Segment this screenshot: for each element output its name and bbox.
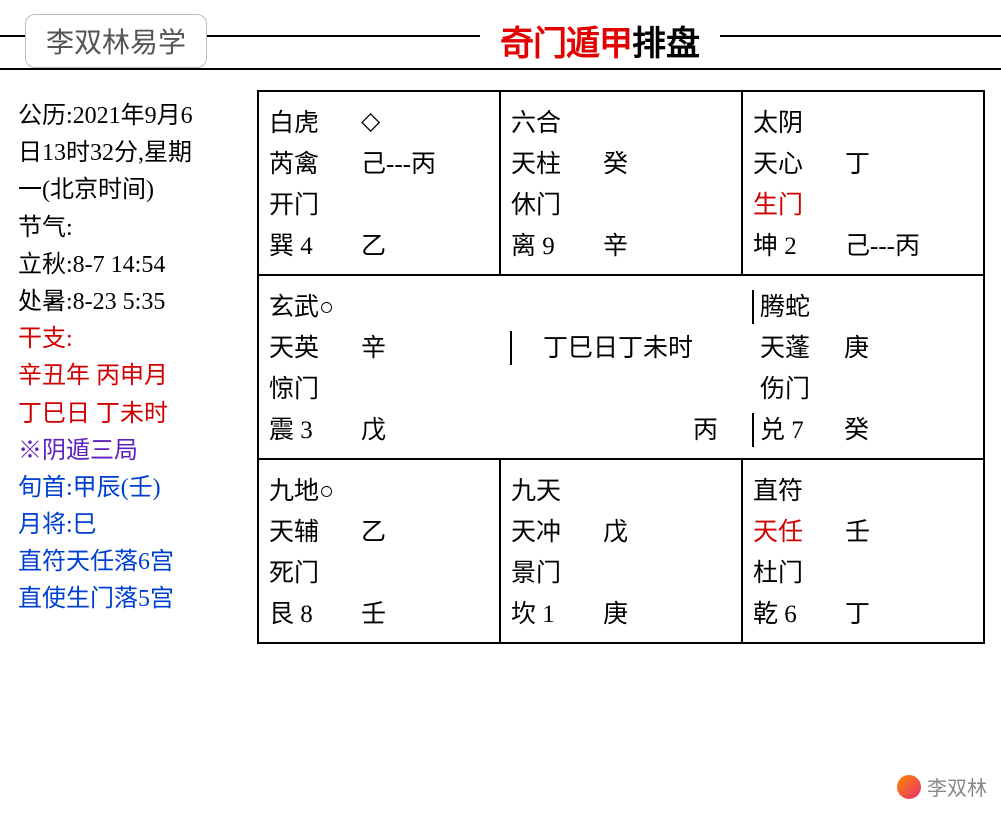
gate: 惊门 bbox=[269, 369, 361, 405]
palace-label: 艮 8 bbox=[269, 594, 361, 630]
palace-kan: 九天 天冲戊 景门 坎 1庚 bbox=[501, 460, 741, 642]
heaven-stem: 庚 bbox=[844, 328, 974, 364]
earth-stem: 庚 bbox=[603, 594, 733, 630]
earth-stem: 辛 bbox=[603, 226, 733, 262]
page-title: 奇门遁甲排盘 bbox=[480, 16, 720, 65]
god: 玄武○ bbox=[269, 287, 361, 323]
author-badge: 李双林易学 bbox=[25, 14, 207, 68]
god: 九地○ bbox=[269, 471, 361, 507]
ganzhi-year-month: 辛丑年 丙申月 bbox=[18, 358, 253, 395]
palace-dui: 腾蛇 天蓬庚 伤门 兑 7癸 bbox=[742, 276, 983, 458]
palace-label: 巽 4 bbox=[269, 226, 361, 262]
god: 腾蛇 bbox=[760, 287, 844, 323]
earth-stem: 癸 bbox=[844, 410, 974, 446]
info-sidebar: 公历:2021年9月6 日13时32分,星期 一(北京时间) 节气: 立秋:8-… bbox=[18, 90, 253, 644]
star: 天冲 bbox=[511, 512, 603, 548]
palace-center: 丁巳日丁未时 丙 bbox=[500, 276, 742, 458]
palace-label: 离 9 bbox=[511, 226, 603, 262]
palace-label: 兑 7 bbox=[760, 410, 844, 446]
heaven-stem: 壬 bbox=[845, 512, 975, 548]
star: 天英 bbox=[269, 328, 361, 364]
title-red-part: 奇门遁甲 bbox=[500, 25, 632, 63]
chushu-line: 处暑:8-23 5:35 bbox=[18, 284, 253, 321]
heaven-stem: 丁 bbox=[845, 144, 975, 180]
gate: 伤门 bbox=[760, 369, 844, 405]
ganzhi-label: 干支: bbox=[18, 321, 253, 358]
jieqi-label: 节气: bbox=[18, 210, 253, 247]
star: 天任 bbox=[753, 512, 845, 548]
yuejiang-line: 月将:巳 bbox=[18, 507, 253, 544]
earth-stem: 己---丙 bbox=[845, 226, 975, 262]
date-line-3: 一(北京时间) bbox=[18, 172, 253, 209]
star: 天蓬 bbox=[760, 328, 844, 364]
heaven-stem: 辛 bbox=[361, 328, 491, 364]
star: 芮禽 bbox=[269, 144, 361, 180]
heaven-stem: 戊 bbox=[603, 512, 733, 548]
god: 白虎 bbox=[269, 103, 361, 139]
earth-stem: 乙 bbox=[361, 226, 491, 262]
palace-li: 六合 天柱癸 休门 离 9辛 bbox=[501, 92, 741, 274]
heaven-stem: 乙 bbox=[361, 512, 491, 548]
god: 太阴 bbox=[753, 103, 845, 139]
star: 天心 bbox=[753, 144, 845, 180]
ganzhi-day-hour: 丁巳日 丁未时 bbox=[18, 396, 253, 433]
earth-stem: 丁 bbox=[845, 594, 975, 630]
zhifu-line: 直符天任落6宫 bbox=[18, 544, 253, 581]
title-black-part: 排盘 bbox=[632, 25, 700, 63]
zhishi-line: 直使生门落5宫 bbox=[18, 581, 253, 618]
qimen-grid: 白虎◇ 芮禽己---丙 开门 巽 4乙 六合 天柱癸 休门 离 9辛 太阴 天心… bbox=[257, 90, 985, 644]
star: 天柱 bbox=[511, 144, 603, 180]
ju-line: ※阴遁三局 bbox=[18, 433, 253, 470]
mark: ◇ bbox=[361, 106, 491, 136]
god: 直符 bbox=[753, 471, 845, 507]
liqiu-line: 立秋:8-7 14:54 bbox=[18, 247, 253, 284]
grid-table: 白虎◇ 芮禽己---丙 开门 巽 4乙 六合 天柱癸 休门 离 9辛 太阴 天心… bbox=[257, 90, 985, 644]
main-content: 公历:2021年9月6 日13时32分,星期 一(北京时间) 节气: 立秋:8-… bbox=[0, 70, 1001, 644]
god: 六合 bbox=[511, 103, 603, 139]
heaven-stem: 癸 bbox=[603, 144, 733, 180]
date-line-1: 公历:2021年9月6 bbox=[18, 98, 253, 135]
divider-tick bbox=[752, 413, 754, 447]
watermark-text: 李双林 bbox=[927, 772, 987, 801]
gate: 生门 bbox=[753, 185, 845, 221]
god: 九天 bbox=[511, 471, 603, 507]
center-day-hour: 丁巳日丁未时 bbox=[518, 328, 718, 364]
earth-stem: 壬 bbox=[361, 594, 491, 630]
palace-label: 乾 6 bbox=[753, 594, 845, 630]
palace-qian: 直符 天任壬 杜门 乾 6丁 bbox=[743, 460, 983, 642]
divider-tick bbox=[510, 331, 512, 365]
xunshou-line: 旬首:甲辰(壬) bbox=[18, 470, 253, 507]
palace-kun: 太阴 天心丁 生门 坤 2己---丙 bbox=[743, 92, 983, 274]
gate: 开门 bbox=[269, 185, 361, 221]
divider-tick bbox=[752, 290, 754, 324]
heaven-stem: 己---丙 bbox=[361, 144, 491, 180]
star: 天辅 bbox=[269, 512, 361, 548]
palace-zhen: 玄武○ 天英辛 惊门 震 3戊 bbox=[259, 276, 500, 458]
earth-stem: 戊 bbox=[361, 410, 491, 446]
date-line-2: 日13时32分,星期 bbox=[18, 135, 253, 172]
palace-gen: 九地○ 天辅乙 死门 艮 8壬 bbox=[259, 460, 499, 642]
palace-label: 坤 2 bbox=[753, 226, 845, 262]
watermark: 李双林 bbox=[897, 772, 987, 801]
gate: 景门 bbox=[511, 553, 603, 589]
weibo-icon bbox=[897, 775, 921, 799]
palace-label: 震 3 bbox=[269, 410, 361, 446]
gate: 休门 bbox=[511, 185, 603, 221]
gate: 死门 bbox=[269, 553, 361, 589]
palace-label: 坎 1 bbox=[511, 594, 603, 630]
palace-xun: 白虎◇ 芮禽己---丙 开门 巽 4乙 bbox=[259, 92, 499, 274]
center-stem: 丙 bbox=[510, 410, 718, 446]
gate: 杜门 bbox=[753, 553, 845, 589]
header: 李双林易学 奇门遁甲排盘 bbox=[0, 0, 1001, 70]
